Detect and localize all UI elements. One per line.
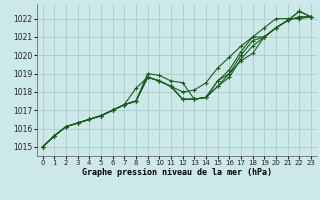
X-axis label: Graphe pression niveau de la mer (hPa): Graphe pression niveau de la mer (hPa) (82, 168, 272, 177)
